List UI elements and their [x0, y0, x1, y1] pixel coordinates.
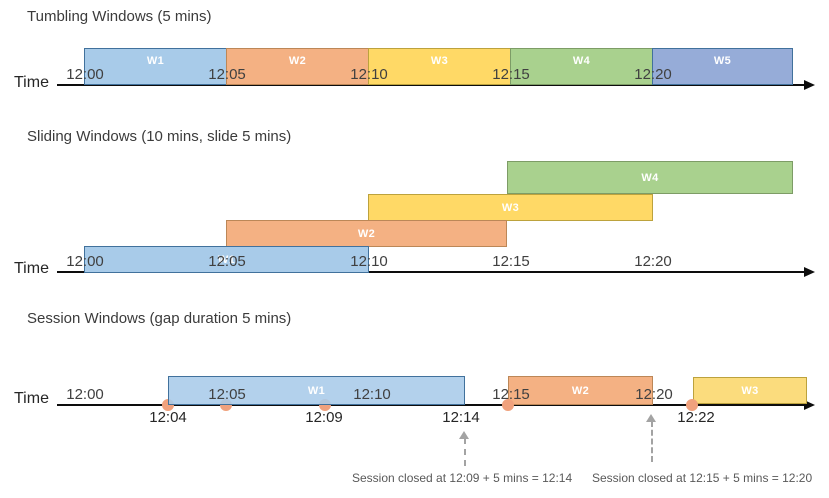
window-tumbling-w4: W4 [510, 48, 653, 85]
axis-tick-session-12-00: 12:00 [66, 386, 104, 403]
diagram-title-sliding: Sliding Windows (10 mins, slide 5 mins) [27, 128, 292, 145]
axis-tick-tumbling-12-10: 12:10 [350, 66, 388, 83]
window-sliding-w3: W3 [368, 194, 653, 221]
event-time-label-12-22: 12:22 [677, 409, 715, 426]
diagram-title-session: Session Windows (gap duration 5 mins) [27, 310, 292, 327]
axis-tick-sliding-12-15: 12:15 [492, 253, 530, 270]
window-sliding-w1: W1 [84, 246, 369, 273]
window-label: W3 [430, 55, 449, 67]
time-axis-label-tumbling: Time [14, 74, 49, 91]
window-tumbling-w5: W5 [652, 48, 793, 85]
window-session-w3: W3 [693, 377, 807, 404]
window-label: W1 [217, 253, 236, 266]
window-label: W3 [501, 201, 520, 214]
time-axis-label-session: Time [14, 390, 49, 407]
window-session-w2: W2 [508, 376, 653, 405]
callout-arrowhead-icon [646, 414, 656, 422]
axis-tick-session-12-05: 12:05 [208, 386, 246, 403]
axis-tick-sliding-12-00: 12:00 [66, 253, 104, 270]
diagram-title-tumbling: Tumbling Windows (5 mins) [27, 8, 212, 25]
window-label: W5 [713, 55, 732, 67]
axis-tick-tumbling-12-15: 12:15 [492, 66, 530, 83]
axis-tick-tumbling-12-20: 12:20 [634, 66, 672, 83]
window-sliding-w2: W2 [226, 220, 507, 247]
event-time-label-12-09: 12:09 [305, 409, 343, 426]
event-time-label-12-14: 12:14 [442, 409, 480, 426]
session-closed-note-1: Session closed at 12:09 + 5 mins = 12:14 [352, 471, 573, 485]
axis-tick-tumbling-12-05: 12:05 [208, 66, 246, 83]
window-session-w1: W1 [168, 376, 465, 405]
callout-arrow-shaft [464, 438, 466, 466]
window-label: W4 [572, 55, 591, 67]
axis-tick-session-12-20: 12:20 [635, 386, 673, 403]
window-label: W1 [146, 55, 165, 67]
window-label: W2 [357, 227, 376, 240]
event-dot-session [686, 399, 698, 411]
event-time-label-12-04: 12:04 [149, 409, 187, 426]
axis-arrowhead-icon-sliding [804, 267, 815, 277]
axis-tick-tumbling-12-00: 12:00 [66, 66, 104, 83]
axis-line-session [57, 404, 805, 406]
axis-arrowhead-icon-session [804, 400, 815, 410]
callout-arrow-shaft [651, 421, 653, 462]
axis-tick-sliding-12-05: 12:05 [208, 253, 246, 270]
window-tumbling-w1: W1 [84, 48, 227, 85]
axis-line-tumbling [57, 84, 805, 86]
event-dot-session [502, 399, 514, 411]
window-label: W2 [571, 384, 590, 397]
window-tumbling-w3: W3 [368, 48, 511, 85]
axis-arrowhead-icon-tumbling [804, 80, 815, 90]
axis-tick-session-12-15: 12:15 [492, 386, 530, 403]
time-axis-label-sliding: Time [14, 260, 49, 277]
session-closed-note-2: Session closed at 12:15 + 5 mins = 12:20 [592, 471, 813, 485]
callout-arrowhead-icon [459, 431, 469, 439]
axis-tick-session-12-10: 12:10 [353, 386, 391, 403]
window-label: W4 [641, 171, 659, 184]
axis-tick-sliding-12-10: 12:10 [350, 253, 388, 270]
window-tumbling-w2: W2 [226, 48, 369, 85]
axis-tick-sliding-12-20: 12:20 [634, 253, 672, 270]
window-label: W3 [741, 384, 759, 397]
axis-line-sliding [57, 271, 805, 273]
window-label: W2 [288, 55, 307, 67]
window-label: W1 [307, 384, 326, 397]
window-sliding-w4: W4 [507, 161, 793, 194]
